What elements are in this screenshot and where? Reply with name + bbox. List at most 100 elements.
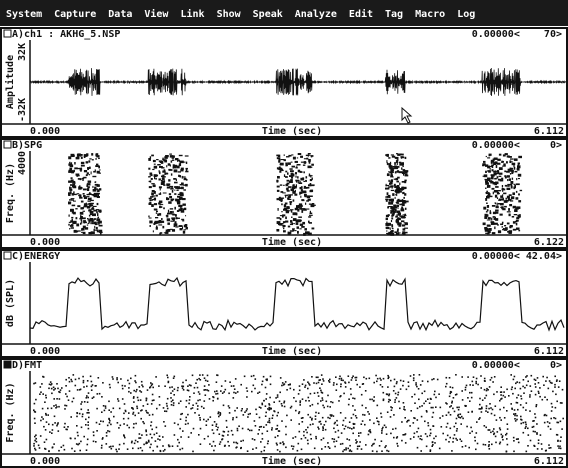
formant-dot xyxy=(71,380,73,383)
spectrogram-speck xyxy=(154,176,156,180)
menu-item[interactable]: Show xyxy=(217,9,242,20)
formant-dot xyxy=(322,437,325,440)
spectrogram-speck xyxy=(296,205,300,208)
formant-dot xyxy=(181,385,183,387)
formant-dot xyxy=(271,429,273,431)
formant-dot xyxy=(556,421,558,424)
formant-dot xyxy=(127,417,130,420)
formant-dot xyxy=(327,394,329,397)
spectrogram-speck xyxy=(486,190,489,192)
formant-dot xyxy=(448,441,450,443)
spectrogram-speck xyxy=(279,198,283,201)
spectrogram-speck xyxy=(278,160,281,163)
formant-dot xyxy=(187,385,189,387)
spectrogram-speck xyxy=(292,212,297,216)
spectrogram-speck xyxy=(276,167,279,170)
formant-dot xyxy=(372,443,374,446)
formant-dot xyxy=(352,432,354,435)
spectrogram-speck xyxy=(292,190,296,194)
formant-dot xyxy=(525,450,528,453)
formant-dot xyxy=(222,430,225,433)
formant-dot xyxy=(273,410,276,413)
spectrogram-speck xyxy=(69,188,73,191)
spectrogram-speck xyxy=(305,202,307,205)
formant-dot xyxy=(185,406,187,408)
formant-dot xyxy=(198,414,200,416)
formant-dot xyxy=(328,447,331,449)
formant-dot xyxy=(458,416,460,418)
formant-dot xyxy=(499,428,502,431)
spectrogram-speck xyxy=(389,182,392,185)
formant-dot xyxy=(281,405,283,407)
menu-item[interactable]: Link xyxy=(180,8,204,20)
spectrogram-speck xyxy=(277,222,280,224)
formant-dot xyxy=(98,392,101,395)
formant-dot xyxy=(534,379,537,381)
formant-dot xyxy=(499,408,501,411)
formant-dot xyxy=(313,392,316,394)
spectrogram-speck xyxy=(276,157,281,160)
spectrogram-speck xyxy=(175,158,177,161)
formant-dot xyxy=(355,417,358,419)
spectrogram-speck xyxy=(177,159,179,162)
formant-dot xyxy=(204,389,207,391)
spectrogram-speck xyxy=(506,222,510,225)
formant-dot xyxy=(406,419,409,422)
spectrogram-speck xyxy=(69,161,71,164)
menu-item[interactable]: System xyxy=(6,9,42,20)
formant-dot xyxy=(558,380,561,382)
menu-item[interactable]: Log xyxy=(457,9,475,20)
formant-dot xyxy=(298,423,300,425)
spectrogram-speck xyxy=(393,178,397,180)
formant-dot xyxy=(476,421,478,423)
formant-dot xyxy=(282,441,284,443)
formant-dot xyxy=(301,398,304,400)
spectrogram-speck xyxy=(176,200,181,203)
spectrogram-speck xyxy=(299,180,301,184)
spectrogram-speck xyxy=(308,216,312,218)
formant-dot xyxy=(554,375,556,378)
spectrogram-speck xyxy=(491,205,496,207)
menu-item[interactable]: Capture xyxy=(54,9,96,20)
menu-item[interactable]: Macro xyxy=(415,9,445,20)
spectrogram-speck xyxy=(290,161,293,163)
spectrogram-speck xyxy=(180,169,184,172)
spectrogram-speck xyxy=(491,169,494,172)
formant-dot xyxy=(258,416,261,419)
formant-dot xyxy=(241,408,243,410)
spectrogram-speck xyxy=(70,209,74,212)
formant-dot xyxy=(430,406,433,409)
spectrogram-speck xyxy=(73,191,75,193)
formant-dot xyxy=(34,447,36,450)
spectrogram-speck xyxy=(402,231,406,234)
formant-dot xyxy=(350,379,353,381)
menu-item[interactable]: Data xyxy=(108,9,132,20)
formant-dot xyxy=(278,430,281,432)
formant-dot xyxy=(487,389,489,391)
formant-dot xyxy=(292,445,295,448)
formant-dot xyxy=(133,423,135,425)
formant-dot xyxy=(555,380,558,382)
menu-item[interactable]: Speak xyxy=(253,9,283,20)
formant-dot xyxy=(215,381,218,383)
spectrogram-speck xyxy=(490,161,493,164)
spectrogram-speck xyxy=(166,165,168,168)
formant-dot xyxy=(341,442,344,445)
menu-item[interactable]: View xyxy=(144,8,169,20)
spectrogram-speck xyxy=(97,216,100,219)
spectrogram-speck xyxy=(492,211,497,215)
formant-dot xyxy=(90,380,93,383)
formant-dot xyxy=(346,438,348,440)
spectrogram-speck xyxy=(289,201,293,203)
spectrogram-speck xyxy=(386,215,389,217)
formant-dot xyxy=(220,385,223,387)
spectrogram-speck xyxy=(285,216,287,220)
formant-dot xyxy=(451,386,454,389)
formant-dot xyxy=(155,376,157,378)
menu-item[interactable]: Analyze xyxy=(295,9,337,20)
spectrogram-speck xyxy=(179,208,182,210)
formant-dot xyxy=(75,443,78,445)
menu-item[interactable]: Tag xyxy=(385,9,403,20)
menu-item[interactable]: Edit xyxy=(349,8,373,20)
spectrogram-speck xyxy=(517,164,519,166)
